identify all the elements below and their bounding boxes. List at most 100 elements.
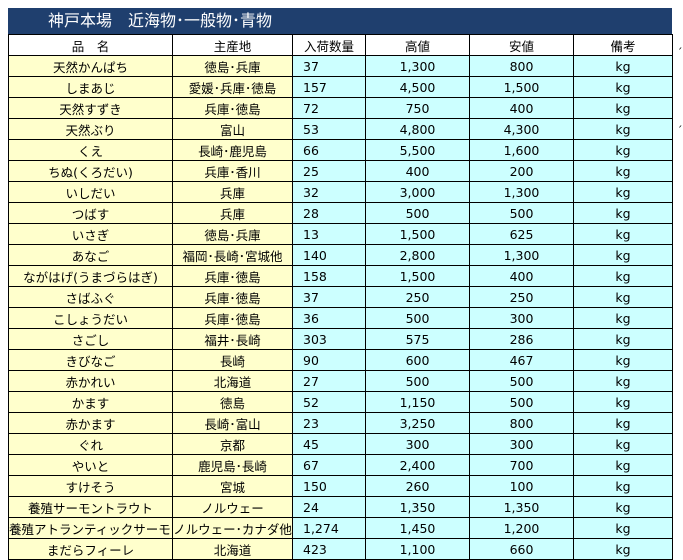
origin-cell[interactable]: 長崎･富山 [172, 412, 293, 434]
fish-name-cell[interactable]: つばす [8, 202, 173, 224]
quantity-cell[interactable]: 140 [292, 244, 366, 266]
low-price-cell[interactable]: 400 [469, 97, 574, 119]
low-price-cell[interactable]: 4,300 [469, 118, 574, 140]
remarks-cell[interactable]: kg [573, 454, 673, 476]
low-price-cell[interactable]: 200 [469, 160, 574, 182]
origin-cell[interactable]: 徳島･兵庫 [172, 223, 293, 245]
quantity-cell[interactable]: 157 [292, 76, 366, 98]
high-price-cell[interactable]: 2,800 [365, 244, 470, 266]
origin-cell[interactable]: 兵庫･徳島 [172, 286, 293, 308]
low-price-cell[interactable]: 1,300 [469, 181, 574, 203]
fish-name-cell[interactable]: 養殖サーモントラウト [8, 496, 173, 518]
fish-name-cell[interactable]: さごし [8, 328, 173, 350]
quantity-cell[interactable]: 423 [292, 538, 366, 560]
low-price-cell[interactable]: 100 [469, 475, 574, 497]
quantity-cell[interactable]: 1,274 [292, 517, 366, 539]
quantity-cell[interactable]: 24 [292, 496, 366, 518]
low-price-cell[interactable]: 660 [469, 538, 574, 560]
fish-name-cell[interactable]: ちぬ(くろだい) [8, 160, 173, 182]
low-price-cell[interactable]: 1,300 [469, 244, 574, 266]
remarks-cell[interactable]: kg [573, 265, 673, 287]
high-price-cell[interactable]: 250 [365, 286, 470, 308]
high-price-cell[interactable]: 5,500 [365, 139, 470, 161]
origin-cell[interactable]: 徳島･兵庫 [172, 55, 293, 77]
high-price-cell[interactable]: 750 [365, 97, 470, 119]
high-price-cell[interactable]: 400 [365, 160, 470, 182]
fish-name-cell[interactable]: ぐれ [8, 433, 173, 455]
quantity-cell[interactable]: 45 [292, 433, 366, 455]
low-price-cell[interactable]: 500 [469, 370, 574, 392]
low-price-cell[interactable]: 300 [469, 307, 574, 329]
remarks-cell[interactable]: kg [573, 223, 673, 245]
remarks-cell[interactable]: kg [573, 244, 673, 266]
origin-cell[interactable]: 京都 [172, 433, 293, 455]
low-price-cell[interactable]: 286 [469, 328, 574, 350]
origin-cell[interactable]: 長崎 [172, 349, 293, 371]
remarks-cell[interactable]: kg [573, 517, 673, 539]
fish-name-cell[interactable]: さばふぐ [8, 286, 173, 308]
origin-cell[interactable]: 北海道 [172, 538, 293, 560]
origin-cell[interactable]: 福岡･長崎･宮城他 [172, 244, 293, 266]
remarks-cell[interactable]: kg [573, 139, 673, 161]
high-price-cell[interactable]: 1,500 [365, 265, 470, 287]
fish-name-cell[interactable]: まだらフィーレ [8, 538, 173, 560]
high-price-cell[interactable]: 1,350 [365, 496, 470, 518]
quantity-cell[interactable]: 32 [292, 181, 366, 203]
remarks-cell[interactable]: kg [573, 370, 673, 392]
origin-cell[interactable]: 兵庫･徳島 [172, 265, 293, 287]
low-price-cell[interactable]: 400 [469, 265, 574, 287]
remarks-cell[interactable]: kg [573, 160, 673, 182]
origin-cell[interactable]: 福井･長崎 [172, 328, 293, 350]
quantity-cell[interactable]: 53 [292, 118, 366, 140]
fish-name-cell[interactable]: すけそう [8, 475, 173, 497]
fish-name-cell[interactable]: 養殖アトランティックサーモン [8, 517, 173, 539]
fish-name-cell[interactable]: 天然すずき [8, 97, 173, 119]
fish-name-cell[interactable]: あなご [8, 244, 173, 266]
remarks-cell[interactable]: kg [573, 538, 673, 560]
remarks-cell[interactable]: kg [573, 349, 673, 371]
quantity-cell[interactable]: 67 [292, 454, 366, 476]
fish-name-cell[interactable]: いさぎ [8, 223, 173, 245]
fish-name-cell[interactable]: 赤かれい [8, 370, 173, 392]
high-price-cell[interactable]: 1,100 [365, 538, 470, 560]
remarks-cell[interactable]: kg [573, 412, 673, 434]
low-price-cell[interactable]: 1,200 [469, 517, 574, 539]
low-price-cell[interactable]: 467 [469, 349, 574, 371]
fish-name-cell[interactable]: ながはげ(うまづらはぎ) [8, 265, 173, 287]
quantity-cell[interactable]: 158 [292, 265, 366, 287]
low-price-cell[interactable]: 1,350 [469, 496, 574, 518]
high-price-cell[interactable]: 1,450 [365, 517, 470, 539]
remarks-cell[interactable]: kg [573, 118, 673, 140]
remarks-cell[interactable]: kg [573, 286, 673, 308]
remarks-cell[interactable]: kg [573, 391, 673, 413]
high-price-cell[interactable]: 4,800 [365, 118, 470, 140]
low-price-cell[interactable]: 1,600 [469, 139, 574, 161]
low-price-cell[interactable]: 300 [469, 433, 574, 455]
high-price-cell[interactable]: 260 [365, 475, 470, 497]
quantity-cell[interactable]: 52 [292, 391, 366, 413]
low-price-cell[interactable]: 500 [469, 391, 574, 413]
origin-cell[interactable]: 富山 [172, 118, 293, 140]
remarks-cell[interactable]: kg [573, 496, 673, 518]
remarks-cell[interactable]: kg [573, 76, 673, 98]
fish-name-cell[interactable]: くえ [8, 139, 173, 161]
origin-cell[interactable]: 長崎･鹿児島 [172, 139, 293, 161]
fish-name-cell[interactable]: こしょうだい [8, 307, 173, 329]
high-price-cell[interactable]: 1,500 [365, 223, 470, 245]
low-price-cell[interactable]: 800 [469, 55, 574, 77]
high-price-cell[interactable]: 575 [365, 328, 470, 350]
quantity-cell[interactable]: 23 [292, 412, 366, 434]
low-price-cell[interactable]: 700 [469, 454, 574, 476]
remarks-cell[interactable]: kg [573, 55, 673, 77]
high-price-cell[interactable]: 500 [365, 370, 470, 392]
low-price-cell[interactable]: 1,500 [469, 76, 574, 98]
high-price-cell[interactable]: 500 [365, 202, 470, 224]
fish-name-cell[interactable]: しまあじ [8, 76, 173, 98]
high-price-cell[interactable]: 4,500 [365, 76, 470, 98]
low-price-cell[interactable]: 250 [469, 286, 574, 308]
fish-name-cell[interactable]: いしだい [8, 181, 173, 203]
fish-name-cell[interactable]: やいと [8, 454, 173, 476]
high-price-cell[interactable]: 600 [365, 349, 470, 371]
quantity-cell[interactable]: 90 [292, 349, 366, 371]
quantity-cell[interactable]: 37 [292, 55, 366, 77]
